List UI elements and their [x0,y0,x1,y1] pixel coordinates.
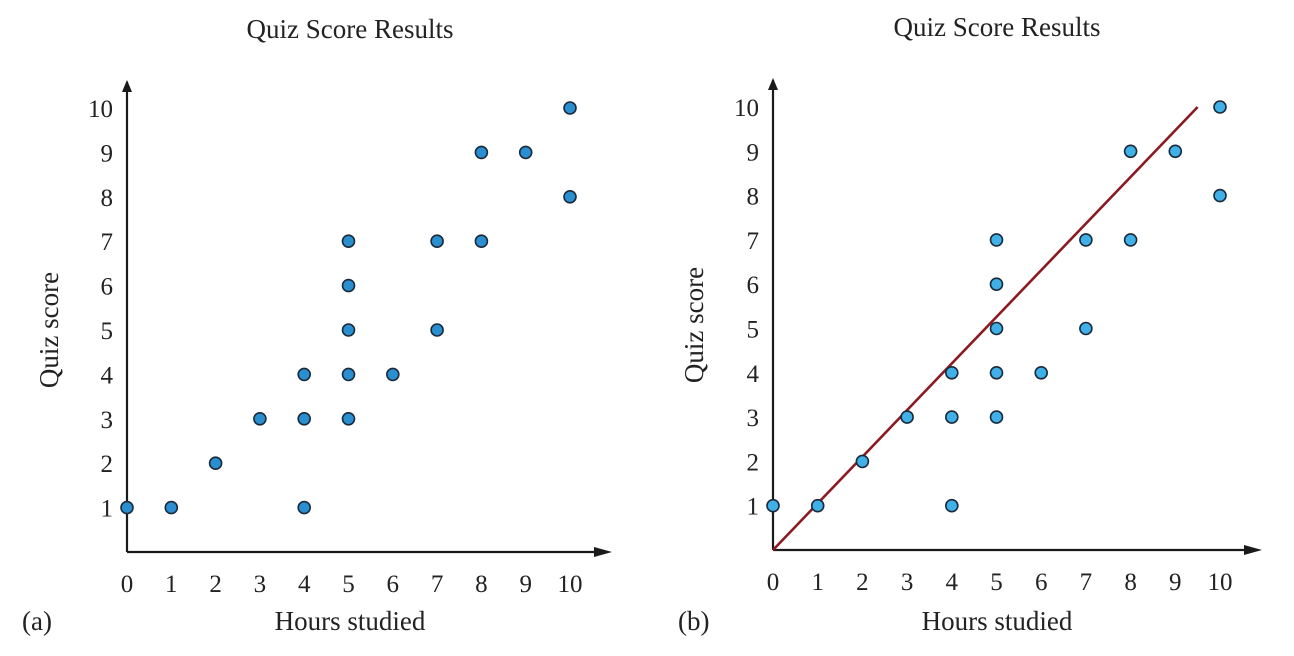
x-tick-label: 3 [901,569,914,596]
x-tick-label: 5 [990,569,1003,596]
data-point [989,321,1004,336]
panel-label: (a) [22,606,52,636]
y-tick-label: 5 [101,318,114,345]
data-point [1168,144,1183,159]
data-point [810,498,825,513]
data-point [341,367,356,382]
data-point [430,234,444,248]
data-point [208,456,223,471]
x-tick-label: 8 [475,571,488,598]
x-tick-label: 8 [1124,569,1137,596]
data-point [1079,321,1093,336]
y-tick-label: 3 [101,407,114,434]
data-point [944,498,959,513]
y-tick-label: 6 [101,274,114,301]
data-point [253,411,267,426]
data-point [341,278,356,293]
x-tick-label: 4 [946,569,959,596]
data-point [518,145,533,160]
data-point [1079,233,1093,247]
x-tick-label: 9 [519,571,532,598]
data-point [989,233,1004,247]
y-tick-label: 8 [747,184,760,211]
y-tick-label: 10 [88,96,113,123]
data-point [120,500,134,515]
x-tick-label: 1 [811,569,824,596]
y-tick-label: 3 [747,405,760,432]
panel-label: (b) [678,606,709,636]
y-tick-label: 9 [747,139,760,166]
chart-title: Quiz Score Results [894,12,1101,42]
y-tick-label: 10 [734,95,759,122]
y-tick-label: 9 [101,140,114,167]
y-tick-label: 7 [101,229,114,256]
x-tick-label: 1 [165,571,178,598]
data-point [1213,100,1227,114]
x-tick-label: 0 [121,571,134,598]
x-tick-label: 0 [767,569,780,596]
x-tick-label: 2 [209,571,222,598]
y-tick-label: 1 [747,494,760,521]
data-point [989,365,1004,380]
data-point [297,411,312,426]
x-axis-arrowhead [594,547,612,557]
y-tick-label: 2 [101,451,114,478]
data-point [430,323,444,337]
data-point [944,410,959,424]
data-point [385,367,400,382]
data-point [563,190,577,204]
data-point [944,365,959,380]
x-tick-label: 4 [298,571,311,598]
data-point [164,500,179,515]
y-tick-label: 4 [101,362,114,389]
x-tick-label: 5 [342,571,355,598]
x-axis-label: Hours studied [275,606,426,636]
y-tick-label: 8 [101,185,114,212]
data-point [297,367,312,382]
y-axis-label: Quiz score [679,267,709,383]
x-tick-label: 2 [856,569,869,596]
trend-line [772,106,1199,551]
data-point [474,234,489,248]
data-point [474,145,489,160]
data-point [900,410,914,424]
x-tick-label: 10 [558,571,583,598]
x-tick-label: 7 [1080,569,1093,596]
x-tick-label: 7 [431,571,444,598]
data-point [1213,188,1227,203]
data-point [297,500,312,515]
x-axis-label: Hours studied [922,606,1073,636]
y-tick-label: 5 [747,317,760,344]
data-point [1034,365,1048,380]
data-point [989,277,1004,292]
data-point [341,234,356,248]
data-point [1123,144,1138,159]
data-point [341,323,356,337]
x-axis-arrowhead [1244,545,1262,555]
chart-title: Quiz Score Results [247,14,454,44]
x-tick-label: 3 [254,571,267,598]
data-point [563,101,577,115]
data-point [855,454,870,469]
data-point [766,498,780,513]
x-tick-label: 9 [1169,569,1182,596]
x-tick-label: 10 [1208,569,1233,596]
x-tick-label: 6 [387,571,400,598]
y-tick-label: 4 [747,361,760,388]
y-tick-label: 2 [747,449,760,476]
y-tick-label: 6 [747,272,760,299]
data-point [989,410,1004,424]
y-tick-label: 1 [101,496,114,523]
x-tick-label: 6 [1035,569,1048,596]
y-tick-label: 7 [747,228,760,255]
y-axis-label: Quiz score [34,272,64,388]
data-point [1123,233,1138,247]
data-point [341,411,356,426]
